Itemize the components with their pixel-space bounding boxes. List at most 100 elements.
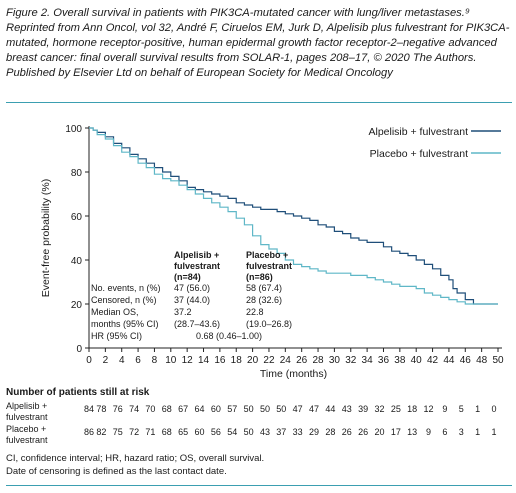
at-risk-value-placebo-25: 1 xyxy=(491,427,497,437)
x-tick-label-20: 20 xyxy=(247,355,259,366)
at-risk-value-alpelisib-20: 18 xyxy=(407,404,418,414)
at-risk-value-alpelisib-7: 64 xyxy=(194,404,205,414)
legend-label-alpelisib: Alpelisib + fulvestrant xyxy=(368,126,468,138)
stats-alpelisib-0-line0: 47 (56.0) xyxy=(174,283,210,293)
at-risk-value-alpelisib-23: 5 xyxy=(458,404,464,414)
at-risk-value-alpelisib-1: 78 xyxy=(96,404,107,414)
at-risk-value-placebo-10: 50 xyxy=(243,427,254,437)
x-tick-label-46: 46 xyxy=(460,355,472,366)
at-risk-value-alpelisib-2: 76 xyxy=(112,404,123,414)
at-risk-value-alpelisib-24: 1 xyxy=(475,404,481,414)
stats-placebo-2-line0: 22.8 xyxy=(246,307,264,317)
stats-row-label-3-line0: HR (95% CI) xyxy=(91,331,142,341)
x-tick-label-34: 34 xyxy=(362,355,374,366)
at-risk-value-alpelisib-18: 32 xyxy=(374,404,385,414)
stats-alpelisib-1-line0: 37 (44.0) xyxy=(174,295,210,305)
at-risk-value-alpelisib-25: 0 xyxy=(491,404,497,414)
x-tick-label-22: 22 xyxy=(263,355,275,366)
at-risk-label-alpelisib: Alpelisib + fulvestrant xyxy=(6,401,76,423)
x-tick-label-36: 36 xyxy=(378,355,390,366)
at-risk-value-placebo-21: 9 xyxy=(426,427,432,437)
footnotes: CI, confidence interval; HR, hazard rati… xyxy=(6,452,264,478)
at-risk-value-placebo-22: 6 xyxy=(442,427,448,437)
at-risk-value-placebo-1: 82 xyxy=(96,427,107,437)
footnote-abbreviations: CI, confidence interval; HR, hazard rati… xyxy=(6,453,265,464)
at-risk-value-alpelisib-9: 57 xyxy=(227,404,238,414)
at-risk-label-alpelisib-line2: fulvestrant xyxy=(6,412,48,422)
at-risk-value-placebo-0: 86 xyxy=(83,427,94,437)
y-tick-label-100: 100 xyxy=(65,124,82,135)
figure-caption: Figure 2. Overall survival in patients w… xyxy=(6,6,512,81)
at-risk-value-placebo-12: 37 xyxy=(276,427,287,437)
x-tick-label-30: 30 xyxy=(329,355,341,366)
stats-placebo-0-line0: 58 (67.4) xyxy=(246,283,282,293)
at-risk-value-placebo-11: 43 xyxy=(259,427,270,437)
at-risk-label-alpelisib-line1: Alpelisib + xyxy=(6,401,48,411)
figure-caption-text: Overall survival in patients with PIK3CA… xyxy=(6,7,510,79)
x-tick-label-40: 40 xyxy=(411,355,423,366)
stats-row-label-0-line0: No. events, n (%) xyxy=(91,283,161,293)
stats-col-header-1-line1: fulvestrant xyxy=(246,261,292,271)
at-risk-value-placebo-6: 65 xyxy=(178,427,189,437)
x-tick-label-28: 28 xyxy=(312,355,324,366)
at-risk-value-alpelisib-13: 47 xyxy=(292,404,303,414)
at-risk-value-placebo-20: 13 xyxy=(407,427,418,437)
at-risk-label-placebo-line1: Placebo + xyxy=(6,424,47,434)
at-risk-value-placebo-23: 3 xyxy=(458,427,464,437)
at-risk-value-alpelisib-15: 44 xyxy=(325,404,336,414)
stats-alpelisib-2-line1: (28.7–43.6) xyxy=(174,319,220,329)
at-risk-value-placebo-16: 26 xyxy=(341,427,352,437)
at-risk-value-alpelisib-12: 50 xyxy=(276,404,287,414)
stats-row-label-1-line0: Censored, n (%) xyxy=(91,295,157,305)
stats-col-header-1-line2: (n=86) xyxy=(246,272,273,282)
x-tick-label-50: 50 xyxy=(492,355,504,366)
at-risk-value-alpelisib-21: 12 xyxy=(423,404,434,414)
at-risk-value-placebo-13: 33 xyxy=(292,427,303,437)
series-line-alpelisib xyxy=(89,127,498,305)
at-risk-value-alpelisib-6: 67 xyxy=(178,404,189,414)
stats-row-label-2-line1: months (95% CI) xyxy=(91,319,159,329)
x-tick-label-14: 14 xyxy=(198,355,210,366)
y-axis-label: Event-free probability (%) xyxy=(40,179,52,297)
at-risk-value-placebo-3: 72 xyxy=(129,427,140,437)
caption-divider xyxy=(6,102,512,103)
at-risk-value-placebo-19: 17 xyxy=(390,427,401,437)
footnote-censoring: Date of censoring is defined as the last… xyxy=(6,466,227,477)
legend-label-placebo: Placebo + fulvestrant xyxy=(370,148,468,160)
stats-col-header-0-line0: Alpelisib + xyxy=(174,250,219,260)
at-risk-value-placebo-17: 26 xyxy=(358,427,369,437)
at-risk-label-placebo-line2: fulvestrant xyxy=(6,435,48,445)
y-tick-label-80: 80 xyxy=(71,168,83,179)
x-tick-label-4: 4 xyxy=(119,355,125,366)
y-tick-label-0: 0 xyxy=(76,344,82,355)
at-risk-value-alpelisib-8: 60 xyxy=(210,404,221,414)
at-risk-value-alpelisib-16: 43 xyxy=(341,404,352,414)
x-tick-label-12: 12 xyxy=(182,355,194,366)
at-risk-value-alpelisib-22: 9 xyxy=(442,404,448,414)
at-risk-value-placebo-8: 56 xyxy=(210,427,221,437)
x-tick-label-10: 10 xyxy=(165,355,177,366)
x-tick-label-2: 2 xyxy=(103,355,109,366)
at-risk-value-placebo-18: 20 xyxy=(374,427,385,437)
x-tick-label-16: 16 xyxy=(214,355,226,366)
figure-label: Figure 2. xyxy=(6,7,51,19)
stats-col-header-1-line0: Placebo + xyxy=(246,250,288,260)
at-risk-title: Number of patients still at risk xyxy=(6,387,150,398)
x-tick-label-24: 24 xyxy=(280,355,292,366)
x-tick-label-18: 18 xyxy=(231,355,243,366)
x-tick-label-0: 0 xyxy=(86,355,92,366)
at-risk-value-placebo-15: 28 xyxy=(325,427,336,437)
at-risk-value-alpelisib-5: 68 xyxy=(161,404,172,414)
stats-alpelisib-2-line0: 37.2 xyxy=(174,307,192,317)
x-tick-label-6: 6 xyxy=(135,355,141,366)
at-risk-value-placebo-2: 75 xyxy=(112,427,123,437)
x-tick-label-26: 26 xyxy=(296,355,308,366)
at-risk-value-alpelisib-19: 25 xyxy=(390,404,401,414)
at-risk-value-placebo-5: 68 xyxy=(161,427,172,437)
x-tick-label-38: 38 xyxy=(394,355,406,366)
x-tick-label-8: 8 xyxy=(152,355,158,366)
at-risk-value-alpelisib-3: 74 xyxy=(129,404,140,414)
at-risk-value-alpelisib-4: 70 xyxy=(145,404,156,414)
bottom-divider xyxy=(6,485,512,486)
